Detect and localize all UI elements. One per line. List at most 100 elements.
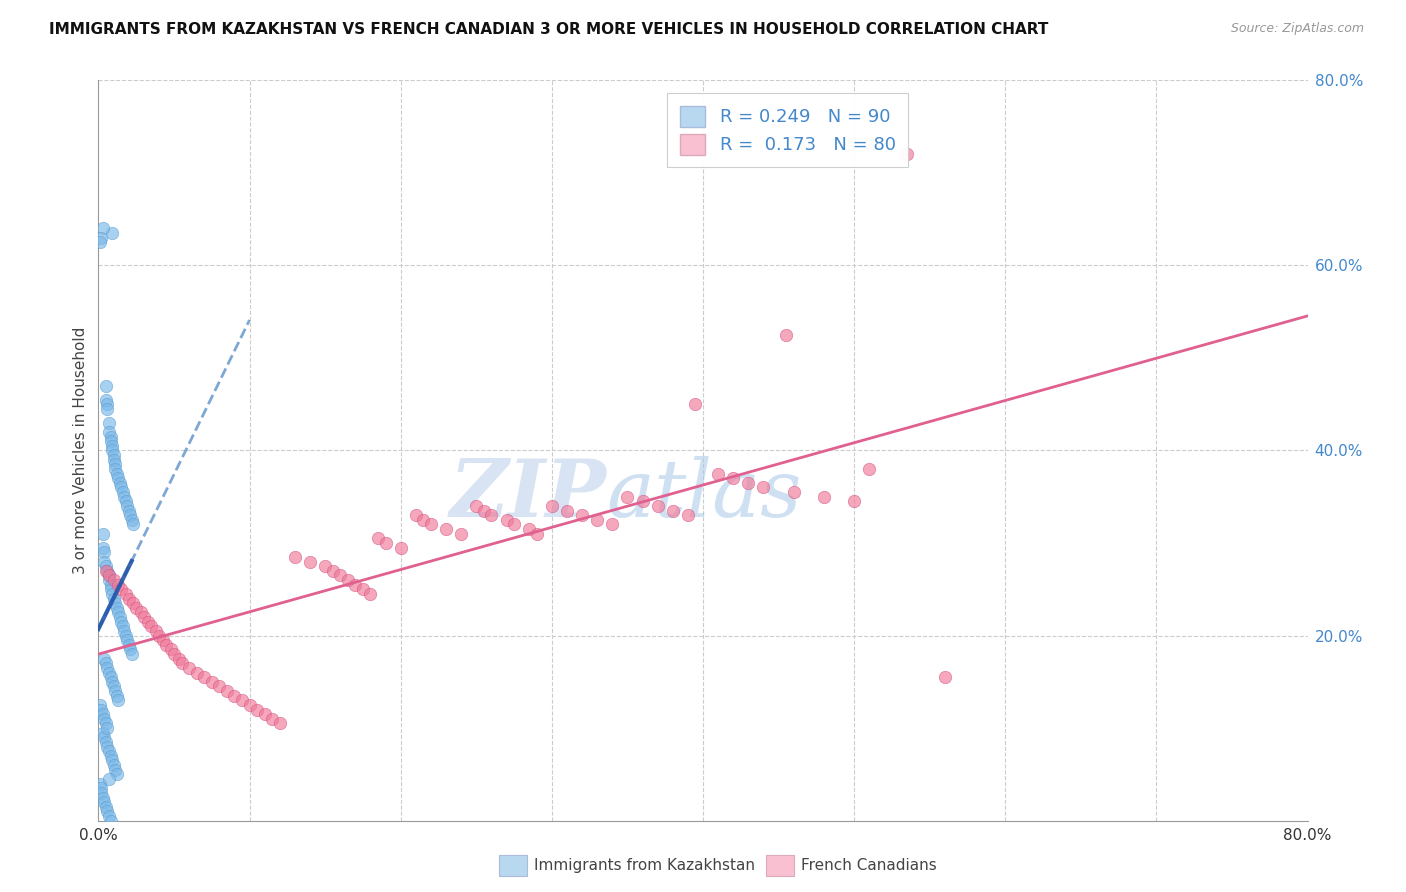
Point — [101, 754, 124, 768]
Point — [96, 805, 118, 819]
Point — [844, 494, 866, 508]
Point — [314, 559, 336, 574]
Point — [269, 716, 291, 731]
Point — [100, 429, 122, 443]
Point — [737, 475, 759, 490]
Point — [631, 494, 654, 508]
Point — [299, 554, 322, 569]
Point — [100, 582, 122, 597]
Point — [89, 698, 111, 712]
Text: French Canadians: French Canadians — [801, 858, 938, 872]
Point — [98, 425, 121, 439]
Point — [103, 591, 125, 606]
Point — [91, 725, 114, 739]
Point — [100, 670, 122, 684]
Point — [108, 610, 131, 624]
Point — [91, 526, 114, 541]
Point — [224, 689, 246, 703]
Point — [360, 587, 382, 601]
Point — [111, 485, 134, 500]
Point — [125, 600, 148, 615]
Point — [707, 467, 730, 481]
Point — [93, 731, 115, 745]
Point — [526, 526, 548, 541]
Point — [114, 628, 136, 642]
Point — [89, 235, 111, 250]
Point — [107, 693, 129, 707]
Point — [103, 448, 125, 462]
Point — [239, 698, 262, 712]
Point — [105, 689, 128, 703]
Point — [752, 481, 775, 495]
Point — [100, 814, 122, 828]
Point — [93, 712, 115, 726]
Point — [170, 657, 193, 671]
Point — [775, 327, 797, 342]
Point — [94, 735, 117, 749]
Point — [94, 564, 117, 578]
Point — [101, 439, 124, 453]
Point — [517, 522, 540, 536]
Point — [405, 508, 427, 523]
Point — [602, 517, 624, 532]
Point — [98, 568, 121, 582]
Point — [783, 485, 806, 500]
Point — [114, 587, 136, 601]
Point — [105, 467, 128, 481]
Point — [420, 517, 443, 532]
Point — [723, 471, 745, 485]
Point — [450, 526, 472, 541]
Point — [571, 508, 593, 523]
Point — [104, 458, 127, 472]
Point — [112, 624, 135, 638]
Point — [101, 226, 124, 240]
Point — [96, 401, 118, 416]
Point — [108, 475, 131, 490]
Point — [114, 494, 136, 508]
Point — [676, 508, 699, 523]
Point — [121, 647, 143, 661]
Point — [661, 503, 683, 517]
Point — [465, 499, 488, 513]
Point — [555, 503, 578, 517]
Point — [98, 568, 121, 582]
Point — [90, 703, 112, 717]
Point — [685, 397, 707, 411]
Point — [110, 615, 132, 629]
Point — [105, 600, 128, 615]
Point — [98, 772, 121, 786]
Point — [193, 670, 215, 684]
Point — [896, 147, 918, 161]
Point — [98, 744, 121, 758]
Point — [813, 490, 835, 504]
Point — [91, 221, 114, 235]
Point — [215, 684, 238, 698]
Point — [94, 799, 117, 814]
Point — [434, 522, 457, 536]
Point — [540, 499, 562, 513]
Point — [647, 499, 669, 513]
Point — [122, 517, 145, 532]
Point — [503, 517, 526, 532]
Point — [201, 674, 224, 689]
Point — [586, 513, 609, 527]
Point — [495, 513, 517, 527]
Point — [111, 619, 134, 633]
Y-axis label: 3 or more Vehicles in Household: 3 or more Vehicles in Household — [73, 326, 87, 574]
Point — [121, 513, 143, 527]
Point — [322, 564, 344, 578]
Point — [96, 739, 118, 754]
Point — [110, 481, 132, 495]
Point — [367, 532, 389, 546]
Point — [93, 651, 115, 665]
Point — [94, 392, 117, 407]
Point — [107, 577, 129, 591]
Point — [96, 397, 118, 411]
Point — [94, 559, 117, 574]
Point — [101, 443, 124, 458]
Point — [90, 786, 112, 800]
Point — [145, 624, 167, 638]
Point — [104, 684, 127, 698]
Point — [98, 573, 121, 587]
Point — [104, 763, 127, 777]
